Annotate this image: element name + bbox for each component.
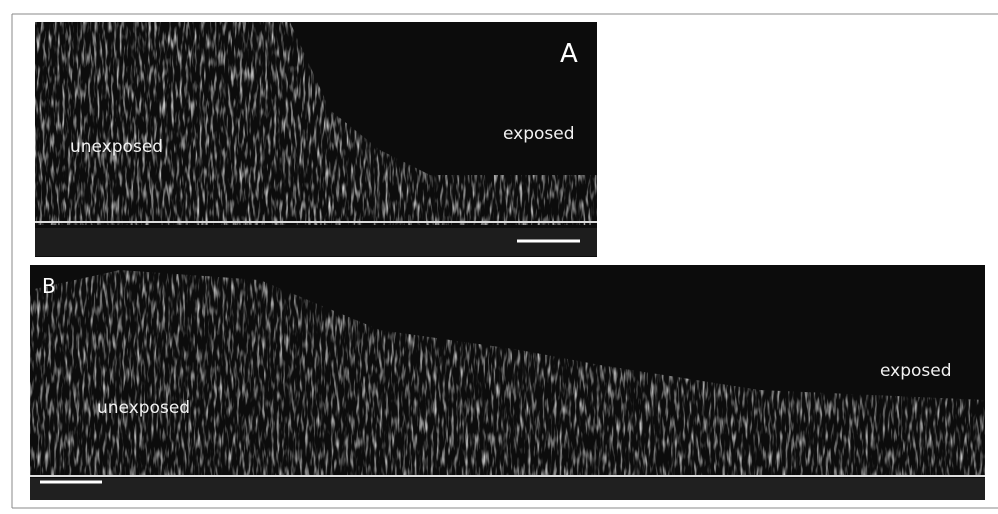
region-label: exposed <box>503 124 575 144</box>
panel-a: A unexposed exposed <box>35 22 597 257</box>
page: A unexposed exposed B unexposed exposed … <box>0 0 998 514</box>
region-label: exposed <box>880 361 952 381</box>
panel-label: A <box>560 39 578 69</box>
region-label: unexposed <box>70 137 163 157</box>
figure: A unexposed exposed B unexposed exposed <box>0 0 998 514</box>
panel-b: B unexposed exposed <box>30 265 985 500</box>
region-label: unexposed <box>97 398 190 418</box>
panel-label: B <box>42 274 56 298</box>
image-substrate <box>30 478 985 500</box>
image-substrate <box>35 228 597 256</box>
